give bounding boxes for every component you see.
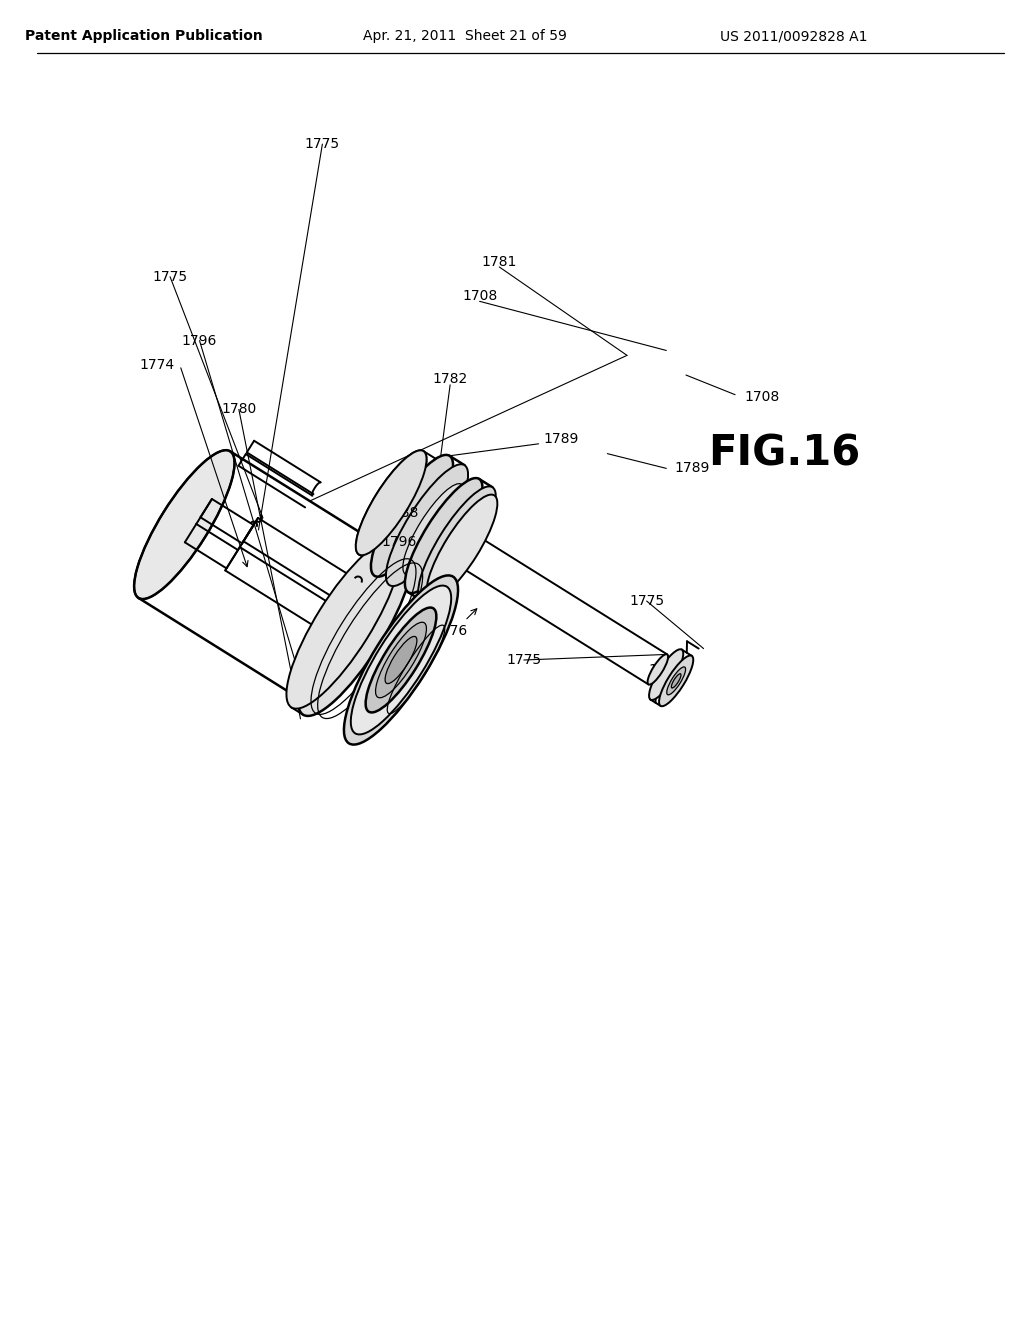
Text: 1775: 1775 <box>629 594 665 609</box>
Text: 1774: 1774 <box>140 358 175 372</box>
Ellipse shape <box>134 450 234 599</box>
Text: 1780: 1780 <box>221 403 256 416</box>
Ellipse shape <box>355 450 427 556</box>
Ellipse shape <box>649 649 683 700</box>
Ellipse shape <box>672 673 681 688</box>
Ellipse shape <box>427 495 498 599</box>
Text: FIG.16: FIG.16 <box>709 433 860 475</box>
Ellipse shape <box>344 576 458 744</box>
Text: 1789: 1789 <box>544 432 579 446</box>
Ellipse shape <box>385 636 417 684</box>
Ellipse shape <box>371 455 453 577</box>
Text: 1788: 1788 <box>383 506 419 520</box>
Ellipse shape <box>376 622 426 698</box>
Ellipse shape <box>287 540 400 709</box>
Ellipse shape <box>659 656 693 706</box>
Ellipse shape <box>386 465 468 586</box>
Text: US 2011/0092828 A1: US 2011/0092828 A1 <box>720 29 867 44</box>
Text: 1796: 1796 <box>381 535 417 549</box>
Text: 1708: 1708 <box>744 389 780 404</box>
Text: Apr. 21, 2011  Sheet 21 of 59: Apr. 21, 2011 Sheet 21 of 59 <box>362 29 567 44</box>
Ellipse shape <box>298 546 413 715</box>
Text: 1708: 1708 <box>462 289 498 304</box>
Text: Patent Application Publication: Patent Application Publication <box>25 29 262 44</box>
Text: 1789: 1789 <box>674 462 710 475</box>
Text: 1793: 1793 <box>648 663 684 677</box>
Text: 1796: 1796 <box>182 334 217 347</box>
Text: 1775: 1775 <box>305 137 340 150</box>
Ellipse shape <box>355 450 427 556</box>
Text: 1776: 1776 <box>432 623 468 638</box>
Ellipse shape <box>351 586 452 734</box>
Ellipse shape <box>404 478 482 593</box>
Text: 1781: 1781 <box>481 255 517 269</box>
Text: 1775: 1775 <box>506 653 542 667</box>
Text: 1775: 1775 <box>153 269 187 284</box>
Ellipse shape <box>418 486 496 602</box>
Ellipse shape <box>667 667 686 694</box>
Ellipse shape <box>647 655 668 685</box>
Text: 1782: 1782 <box>432 372 468 385</box>
Ellipse shape <box>366 607 436 713</box>
Ellipse shape <box>402 483 465 576</box>
